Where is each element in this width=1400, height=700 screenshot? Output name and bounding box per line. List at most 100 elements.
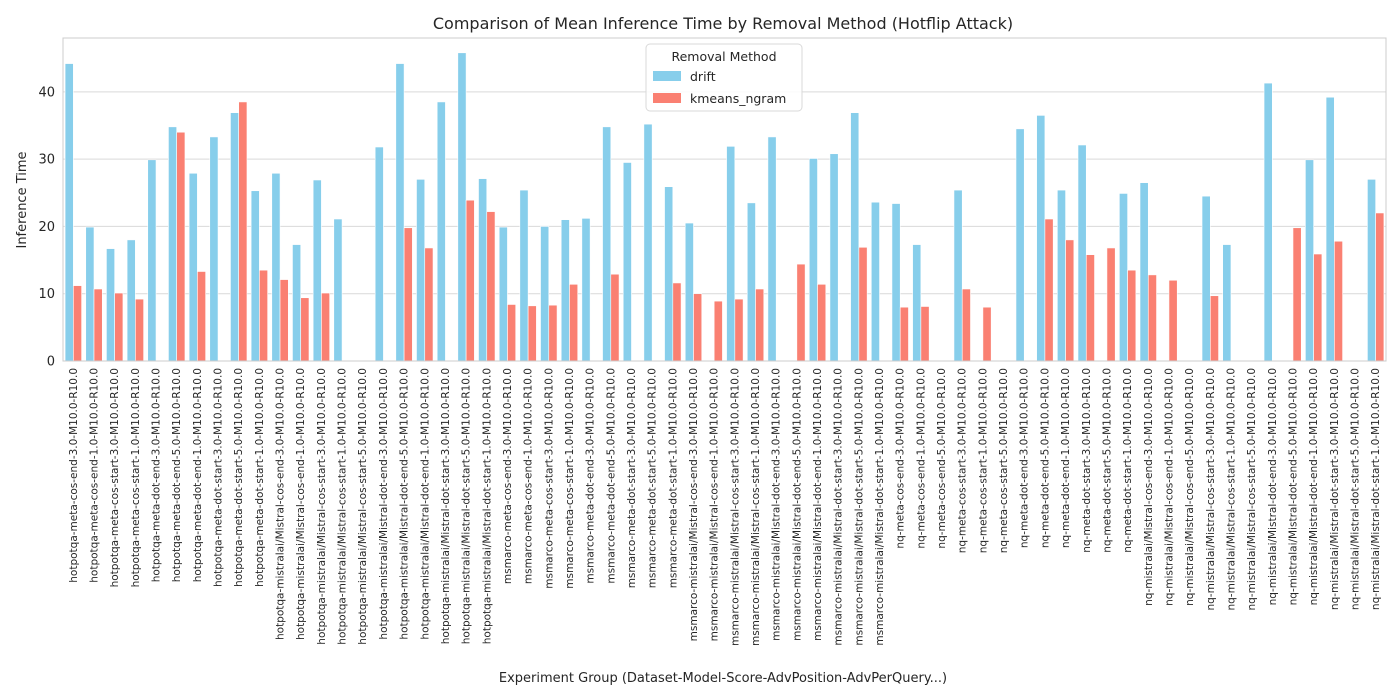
bar-drift — [312, 179, 322, 362]
bar-drift — [1305, 159, 1314, 362]
bar-drift — [581, 218, 591, 362]
bar-drift — [147, 159, 157, 362]
bar-kmeans-ngram — [507, 304, 517, 362]
bar-drift — [333, 218, 343, 362]
bar-drift — [1222, 244, 1232, 362]
x-tick-label: msmarco-meta-dot-end-3.0-M10.0-R10.0 — [585, 368, 597, 584]
x-tick-label: hotpotqa-meta-dot-start-3.0-M10.0-R10.0 — [213, 368, 225, 587]
x-tick-label: nq-mistralai/Mistral-dot-start-1.0-M10.0… — [1370, 368, 1382, 610]
legend-swatch-kmeans-ngram — [653, 93, 681, 103]
bar-kmeans-ngram — [548, 304, 558, 362]
legend-title: Removal Method — [671, 49, 776, 64]
bar-drift — [85, 226, 95, 362]
bar-drift — [767, 136, 777, 362]
bar-drift — [271, 172, 281, 362]
bar-drift — [1077, 144, 1087, 362]
bar-drift — [643, 123, 653, 362]
x-tick-label: nq-mistralai/Mistral-dot-end-3.0-M10.0-R… — [1267, 368, 1279, 605]
x-tick-label: hotpotqa-mistralai/Mistral-cos-end-3.0-M… — [275, 368, 287, 640]
x-tick-label: msmarco-meta-dot-start-5.0-M10.0-R10.0 — [647, 368, 659, 588]
x-tick-label: msmarco-meta-cos-start-3.0-M10.0-R10.0 — [543, 368, 555, 589]
bar-drift — [1057, 189, 1066, 362]
x-tick-label: hotpotqa-mistralai/Mistral-cos-start-3.0… — [316, 368, 328, 645]
x-tick-label: hotpotqa-meta-dot-start-1.0-M10.0-R10.0 — [254, 368, 266, 587]
bar-drift — [870, 201, 880, 362]
bar-kmeans-ngram — [114, 292, 124, 362]
bar-kmeans-ngram — [858, 246, 868, 362]
bar-kmeans-ngram — [961, 288, 971, 362]
bar-drift — [746, 202, 756, 362]
bar-drift — [168, 126, 177, 362]
bar-drift — [250, 190, 260, 362]
x-tick-label: hotpotqa-mistralai/Mistral-dot-end-5.0-M… — [399, 368, 411, 640]
bar-drift — [540, 226, 550, 362]
x-tick-label: nq-mistralai/Mistral-cos-end-3.0-M10.0-R… — [1143, 368, 1155, 606]
bar-kmeans-ngram — [424, 247, 434, 362]
bar-drift — [1139, 182, 1149, 362]
bar-kmeans-ngram — [1334, 240, 1343, 362]
x-tick-label: nq-mistralai/Mistral-cos-end-5.0-M10.0-R… — [1184, 368, 1196, 606]
bar-drift — [519, 189, 529, 362]
bar-drift — [64, 63, 74, 362]
bar-kmeans-ngram — [1085, 254, 1095, 362]
x-tick-label: msmarco-mistralai/Mistral-cos-end-3.0-M1… — [688, 368, 700, 641]
bar-kmeans-ngram — [1127, 269, 1137, 362]
x-tick-label: nq-meta-dot-end-3.0-M10.0-R10.0 — [1019, 368, 1031, 548]
bar-drift — [292, 244, 302, 362]
bar-kmeans-ngram — [259, 269, 268, 362]
x-tick-label: hotpotqa-mistralai/Mistral-cos-start-1.0… — [337, 368, 349, 645]
x-tick-label: hotpotqa-mistralai/Mistral-cos-end-1.0-M… — [295, 368, 307, 640]
bar-drift — [808, 158, 818, 362]
bar-kmeans-ngram — [796, 263, 806, 362]
bar-kmeans-ngram — [135, 298, 144, 362]
bar-kmeans-ngram — [403, 227, 413, 362]
x-tick-label: msmarco-meta-dot-start-3.0-M10.0-R10.0 — [626, 368, 638, 588]
x-tick-label: hotpotqa-mistralai/Mistral-dot-start-1.0… — [481, 368, 493, 644]
legend-label-kmeans-ngram: kmeans_ngram — [690, 91, 786, 106]
x-tick-label: msmarco-mistralai/Mistral-dot-start-3.0-… — [833, 368, 845, 646]
x-tick-label: msmarco-mistralai/Mistral-dot-end-5.0-M1… — [791, 368, 803, 641]
x-tick-label: nq-meta-cos-end-5.0-M10.0-R10.0 — [936, 368, 948, 549]
x-tick-labels: hotpotqa-meta-cos-end-3.0-M10.0-R10.0 hot… — [68, 368, 1382, 646]
y-tick-label: 30 — [38, 153, 55, 168]
bar-kmeans-ngram — [1106, 247, 1116, 362]
x-tick-label: msmarco-mistralai/Mistral-cos-start-1.0-… — [750, 368, 762, 646]
bar-kmeans-ngram — [197, 271, 206, 362]
x-tick-label: hotpotqa-mistralai/Mistral-dot-end-1.0-M… — [419, 368, 431, 640]
bar-drift — [1263, 82, 1273, 362]
x-tick-label: nq-meta-dot-start-1.0-M10.0-R10.0 — [1122, 368, 1134, 553]
bar-kmeans-ngram — [73, 285, 82, 362]
bar-kmeans-ngram — [1292, 227, 1302, 362]
bar-drift — [436, 101, 446, 362]
x-tick-label: hotpotqa-mistralai/Mistral-dot-end-3.0-M… — [378, 368, 390, 640]
bar-kmeans-ngram — [1313, 253, 1323, 362]
x-tick-label: hotpotqa-meta-dot-end-3.0-M10.0-R10.0 — [151, 368, 163, 582]
x-tick-label: nq-meta-cos-start-3.0-M10.0-R10.0 — [957, 368, 969, 553]
bar-kmeans-ngram — [1065, 239, 1075, 362]
x-tick-label: hotpotqa-mistralai/Mistral-cos-start-5.0… — [357, 368, 369, 645]
y-tick-label: 0 — [47, 355, 55, 370]
x-tick-label: hotpotqa-meta-cos-end-3.0-M10.0-R10.0 — [68, 368, 80, 583]
y-tick-labels: 0 10 20 30 40 — [38, 85, 55, 369]
bar-kmeans-ngram — [672, 282, 682, 362]
x-tick-label: nq-meta-dot-end-1.0-M10.0-R10.0 — [1060, 368, 1072, 548]
bar-kmeans-ngram — [176, 131, 186, 362]
bar-kmeans-ngram — [899, 306, 909, 362]
x-tick-label: hotpotqa-meta-cos-start-3.0-M10.0-R10.0 — [109, 368, 121, 587]
bar-drift — [664, 186, 674, 362]
bar-kmeans-ngram — [713, 300, 723, 362]
bar-kmeans-ngram — [1209, 295, 1219, 362]
x-tick-label: nq-meta-dot-end-5.0-M10.0-R10.0 — [1039, 368, 1051, 548]
bar-kmeans-ngram — [817, 283, 827, 362]
x-tick-label: hotpotqa-meta-cos-start-1.0-M10.0-R10.0 — [130, 368, 142, 587]
bar-kmeans-ngram — [1147, 274, 1157, 362]
bar-kmeans-ngram — [486, 211, 496, 362]
bar-drift — [478, 178, 488, 362]
bar-kmeans-ngram — [321, 292, 330, 362]
bar-drift — [602, 126, 612, 362]
x-tick-label: hotpotqa-meta-dot-end-5.0-M10.0-R10.0 — [171, 368, 183, 582]
x-tick-label: hotpotqa-meta-dot-start-5.0-M10.0-R10.0 — [233, 368, 245, 587]
x-tick-label: nq-mistralai/Mistral-cos-start-3.0-M10.0… — [1205, 368, 1217, 611]
bar-drift — [850, 112, 860, 362]
